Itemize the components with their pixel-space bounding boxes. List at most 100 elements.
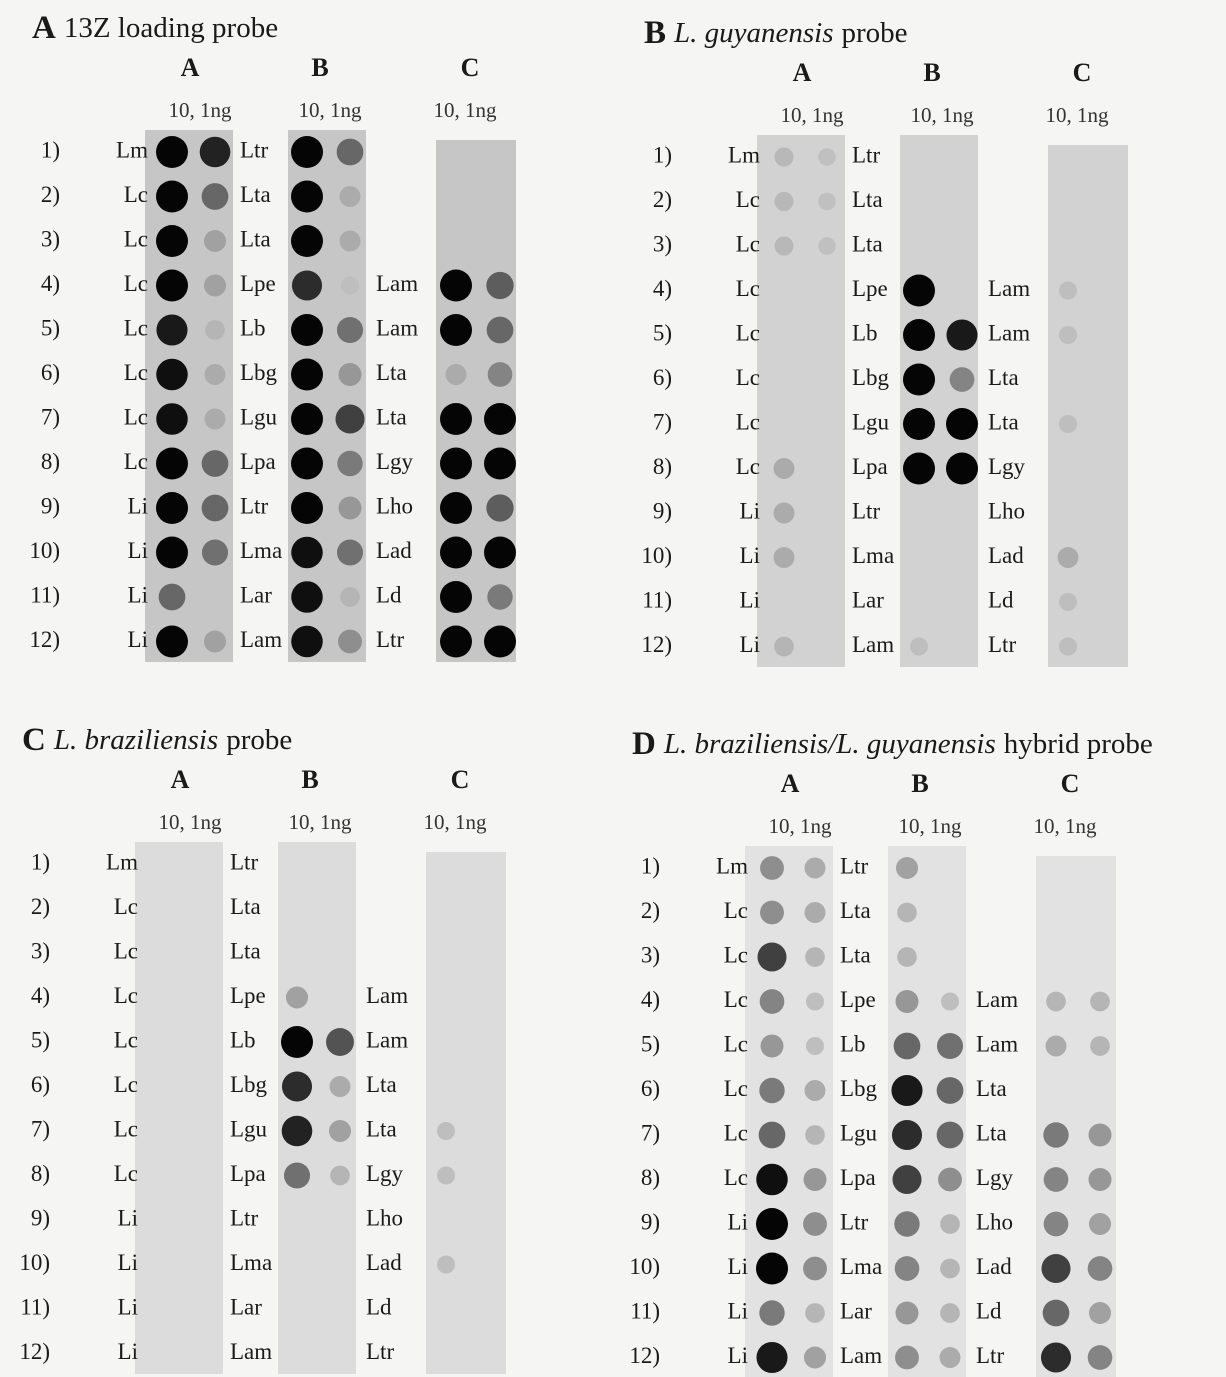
strain-label: Lbg <box>852 365 890 390</box>
strain-label: Lc <box>114 983 138 1008</box>
dot <box>440 492 472 524</box>
strain-label: Lm <box>116 137 148 162</box>
panel-title: DL. braziliensis/L. guyanensishybrid pro… <box>632 726 1153 762</box>
dot <box>940 1259 960 1279</box>
panel-title: CL. braziliensisprobe <box>22 722 292 758</box>
blot-strip <box>278 842 356 1374</box>
panel: CL. braziliensisprobeA10, 1ngB10, 1ngC10… <box>19 722 506 1374</box>
dot <box>804 1346 826 1368</box>
dot <box>1046 1036 1067 1057</box>
strain-label: Lbg <box>230 1072 268 1097</box>
strain-label: Lta <box>988 409 1019 434</box>
dot <box>330 1166 350 1186</box>
strain-label: Ltr <box>366 1339 394 1364</box>
strain-label: Ltr <box>240 493 268 518</box>
dot <box>1090 992 1110 1012</box>
dot <box>440 270 472 302</box>
dot <box>340 186 361 207</box>
row-label: 8) <box>41 449 60 474</box>
dot <box>818 193 836 211</box>
strain-label: Lta <box>230 938 261 963</box>
dot <box>202 450 229 477</box>
dot <box>803 1212 827 1236</box>
strain-label: Lam <box>230 1339 272 1364</box>
strain-label: Lam <box>840 1343 882 1368</box>
dot <box>156 181 188 213</box>
dot <box>291 492 323 524</box>
dot <box>284 1162 310 1188</box>
strain-label: Lta <box>976 1120 1007 1145</box>
row-label: 9) <box>641 1209 660 1234</box>
strain-label: Lc <box>724 1120 748 1145</box>
strain-label: Ltr <box>840 1209 868 1234</box>
dot <box>1059 326 1077 344</box>
dot <box>340 587 360 607</box>
dot <box>440 626 472 658</box>
column-amounts: 10, 1ng <box>899 814 963 838</box>
dot <box>803 1257 827 1281</box>
dot <box>774 192 793 211</box>
probe-title: probe <box>226 724 292 756</box>
dot <box>488 362 513 387</box>
dot <box>437 1122 455 1140</box>
dot <box>774 458 795 479</box>
dot <box>486 494 513 521</box>
row-label: 10) <box>19 1250 50 1275</box>
strain-label: Lpa <box>852 454 888 479</box>
blot-strip <box>745 846 833 1377</box>
dot <box>338 630 362 654</box>
dot <box>941 992 959 1010</box>
dot <box>760 856 784 880</box>
strain-label: Lgu <box>240 404 278 429</box>
dot <box>437 1255 455 1273</box>
strain-label: Lc <box>114 894 138 919</box>
strain-label: Lbg <box>840 1076 878 1101</box>
dot <box>1088 1345 1113 1370</box>
dot <box>903 319 935 351</box>
strain-label: Li <box>128 582 148 607</box>
dot <box>896 1302 919 1325</box>
dot <box>337 539 363 565</box>
dot <box>291 537 323 569</box>
strain-label: Ltr <box>230 1205 258 1230</box>
column-amounts: 10, 1ng <box>911 103 975 127</box>
probe-species: L. braziliensis/L. guyanensis <box>663 728 996 760</box>
strain-label: Lad <box>376 538 412 563</box>
dot <box>156 359 188 391</box>
dot <box>805 947 825 967</box>
panel: DL. braziliensis/L. guyanensishybrid pro… <box>629 726 1152 1377</box>
column-label: A <box>781 769 800 798</box>
panel: BL. guyanensisprobeA10, 1ngB10, 1ngC10, … <box>641 15 1128 667</box>
dot <box>818 237 836 255</box>
strain-label: Lm <box>728 142 760 167</box>
strain-label: Ltr <box>840 853 868 878</box>
strain-label: Lam <box>240 627 282 652</box>
strain-label: Lam <box>366 1027 408 1052</box>
row-label: 5) <box>653 320 672 345</box>
dot <box>440 403 472 435</box>
strain-label: Ltr <box>240 137 268 162</box>
dot <box>760 901 784 925</box>
strain-label: Li <box>728 1209 748 1234</box>
strain-label: Li <box>740 543 760 568</box>
row-label: 3) <box>653 231 672 256</box>
probe-title: 13Z loading probe <box>64 12 278 44</box>
row-label: 8) <box>653 454 672 479</box>
dot <box>156 492 188 524</box>
strain-label: Lgy <box>366 1161 404 1186</box>
strain-label: Lgu <box>852 409 890 434</box>
row-label: 5) <box>41 315 60 340</box>
dot <box>940 1214 960 1234</box>
row-label: 11) <box>630 1298 660 1323</box>
dot <box>804 1168 827 1191</box>
dot <box>204 230 226 252</box>
row-label: 11) <box>20 1294 50 1319</box>
dot <box>487 317 514 344</box>
dot <box>440 581 472 613</box>
dot <box>1090 1036 1110 1056</box>
dot <box>200 137 231 168</box>
dot <box>337 451 362 476</box>
row-label: 2) <box>641 898 660 923</box>
strain-label: Lam <box>976 987 1018 1012</box>
